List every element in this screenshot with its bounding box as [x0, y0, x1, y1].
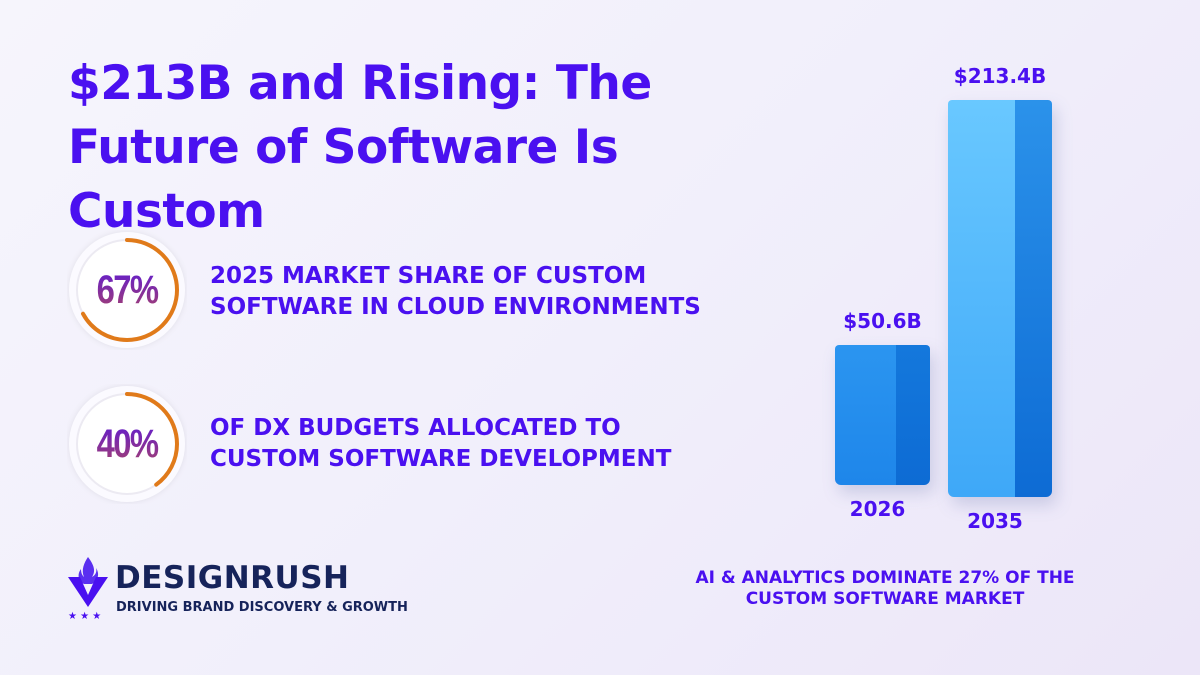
stat-text-1: 2025 MARKET SHARE OF CUSTOM SOFTWARE IN … — [210, 261, 770, 323]
progress-ring-icon — [69, 232, 185, 348]
stat-text-line: OF DX BUDGETS ALLOCATED TO — [210, 415, 621, 441]
bar-2035 — [948, 100, 1052, 497]
percent-ring-67: 67% — [67, 230, 187, 350]
ring-arc — [75, 392, 179, 496]
stat-text-2: OF DX BUDGETS ALLOCATED TO CUSTOM SOFTWA… — [210, 413, 770, 475]
footnote-line: CUSTOM SOFTWARE MARKET — [745, 589, 1025, 609]
stat-text-line: SOFTWARE IN CLOUD ENVIRONMENTS — [210, 294, 701, 320]
designrush-logo-icon: ★ ★ ★ — [68, 557, 108, 621]
stat-text-line: CUSTOM SOFTWARE DEVELOPMENT — [210, 446, 672, 472]
page-title: $213B and Rising: The Future of Software… — [68, 56, 652, 239]
brand-tagline: DRIVING BRAND DISCOVERY & GROWTH — [116, 600, 408, 615]
stat-value: 40% — [78, 384, 176, 504]
bar-value-label: $50.6B — [843, 309, 922, 334]
bar-value-label: $213.4B — [953, 64, 1047, 89]
bar-2026 — [835, 345, 930, 485]
stat-value: 67% — [78, 230, 176, 350]
footnote: AI & ANALYTICS DOMINATE 27% OF THE CUSTO… — [640, 568, 1130, 610]
percent-ring-40: 40% — [67, 384, 187, 504]
bar-category-label: 2026 — [849, 497, 906, 521]
brand-name: DESIGNRUSH — [115, 560, 350, 596]
ring-arc — [75, 238, 179, 342]
stat-text-line: 2025 MARKET SHARE OF CUSTOM — [210, 263, 647, 289]
bar-category-label: 2035 — [967, 509, 1023, 533]
svg-text:★ ★ ★: ★ ★ ★ — [68, 611, 101, 621]
progress-ring-icon — [69, 386, 185, 502]
footnote-line: AI & ANALYTICS DOMINATE 27% OF THE — [695, 568, 1075, 588]
